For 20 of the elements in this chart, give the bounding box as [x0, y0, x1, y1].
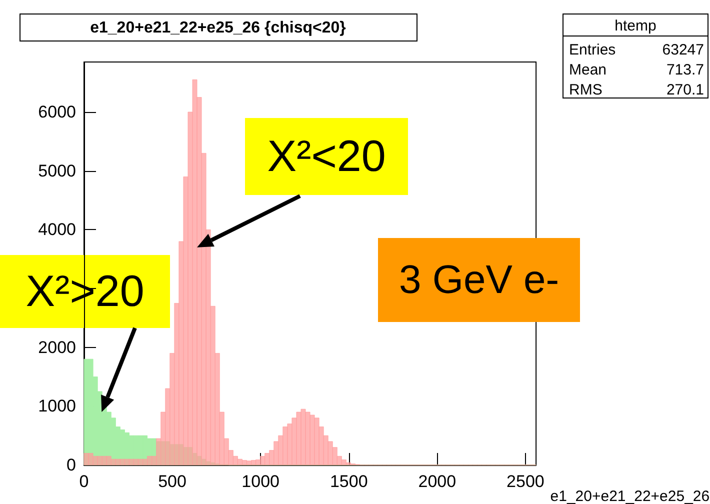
x-tick-label: 2500 [506, 472, 544, 491]
x-axis-title: e1_20+e21_22+e25_26 [550, 488, 710, 504]
annotation: X²<20 [267, 132, 386, 181]
y-tick-label: 0 [66, 456, 76, 474]
x-tick-label: 0 [79, 472, 89, 491]
chart-title: e1_20+e21_22+e25_26 {chisq<20} [90, 20, 346, 36]
text: htemp [614, 18, 656, 34]
text: Mean 713.7 [569, 62, 704, 78]
y-tick-label: 5000 [38, 161, 76, 180]
x-tick-label: 500 [158, 472, 186, 491]
x-tick-label: 1500 [330, 472, 368, 491]
text: RMS 270.1 [569, 82, 704, 98]
y-tick-label: 6000 [38, 102, 76, 122]
x-tick-label: 1000 [242, 472, 280, 491]
text: Entries 63247 [569, 42, 704, 58]
x-tick-label: 2000 [418, 472, 456, 491]
y-tick-label: 4000 [38, 220, 76, 240]
annotation: 3 GeV e- [398, 258, 560, 302]
y-tick-label: 1000 [38, 396, 76, 416]
y-tick-label: 2000 [38, 338, 76, 357]
